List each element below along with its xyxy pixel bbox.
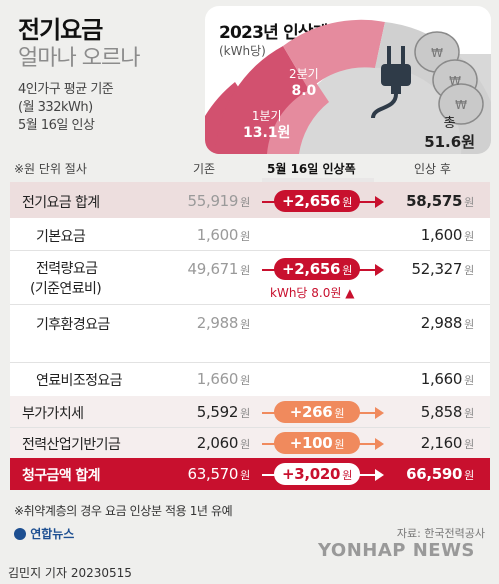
before-climate: 2,988 원 <box>196 314 251 332</box>
q2-value: 8.0 <box>291 83 317 99</box>
total-value: 51.6원 <box>424 133 475 151</box>
plan-donut-chart: ₩ ₩ ₩ <box>205 19 491 154</box>
svg-text:₩: ₩ <box>449 74 461 88</box>
row-label-energy: 전력량요금 <box>36 261 98 277</box>
after-vat: 5,858 원 <box>420 403 475 421</box>
after-energy: 52,327 원 <box>411 260 474 278</box>
credit: 김민지 기자 20230515 <box>8 566 132 580</box>
before-basic: 1,600 원 <box>196 226 251 244</box>
q1-value: 13.1원 <box>243 125 291 141</box>
plug-icon <box>371 46 411 119</box>
before-fund: 2,060 원 <box>196 434 251 452</box>
condition-date: 5월 16일 인상 <box>18 118 95 133</box>
yonhap-logo: 연합뉴스 <box>14 525 74 542</box>
coins-icon <box>414 31 484 125</box>
condition-usage: (월 332kWh) <box>18 100 93 115</box>
col-after-header: 인상 후 <box>414 162 451 176</box>
q2-label: 2분기 <box>289 67 319 81</box>
after-bill: 66,590 원 <box>406 465 474 483</box>
plan-unit: (kWh당) <box>219 44 266 58</box>
col-increase-header: 5월 16일 인상폭 <box>267 162 356 176</box>
svg-text:₩: ₩ <box>455 98 467 112</box>
total-group: 총 51.6원 <box>424 112 475 152</box>
after-fund: 2,160 원 <box>420 434 475 452</box>
row-label-bill: 청구금액 합계 <box>22 468 101 484</box>
before-vat: 5,592 원 <box>196 403 251 421</box>
row-bg-total <box>10 182 490 218</box>
after-fuel: 1,660 원 <box>420 370 475 388</box>
after-climate: 2,988 원 <box>420 314 475 332</box>
row-label-fuel: 연료비조정요금 <box>36 373 123 389</box>
q1-label-group: 1분기 13.1원 <box>243 108 290 142</box>
before-fuel: 1,660 원 <box>196 370 251 388</box>
q2-label-group: 2분기 8.0 <box>289 66 319 100</box>
row-label-basic: 기본요금 <box>36 229 86 245</box>
increase-total-pill: +2,656 원 <box>274 190 360 212</box>
increase-fund-pill: +100 원 <box>274 432 360 454</box>
row-label-energy-sub: (기준연료비) <box>30 281 102 297</box>
after-total: 58,575 원 <box>406 192 474 210</box>
watermark: YONHAP NEWS <box>318 540 475 561</box>
source: 자료: 한국전력공사 <box>396 527 485 540</box>
increase-energy-pill: +2,656 원 <box>274 258 360 280</box>
row-label-climate: 기후환경요금 <box>36 317 110 333</box>
row-label-total: 전기요금 합계 <box>22 195 100 211</box>
row-bg-bill <box>10 458 490 490</box>
footnote: ※취약계층의 경우 요금 인상분 적용 1년 유예 <box>14 504 233 518</box>
svg-text:₩: ₩ <box>431 46 443 60</box>
row-label-fund: 전력산업기반기금 <box>22 437 121 453</box>
logo-circle-icon <box>14 528 26 540</box>
unit-note: ※원 단위 절사 <box>14 162 87 176</box>
total-label: 총 <box>443 116 456 131</box>
increase-vat-pill: +266 원 <box>274 401 360 423</box>
before-energy: 49,671 원 <box>187 260 250 278</box>
up-arrow-icon: ▲ <box>345 286 355 300</box>
after-basic: 1,600 원 <box>420 226 475 244</box>
col-before-header: 기존 <box>193 162 216 176</box>
increase-bill-pill: +3,020 원 <box>274 463 360 485</box>
row-bg-details <box>10 218 490 396</box>
q1-label: 1분기 <box>251 109 282 123</box>
row-label-vat: 부가가치세 <box>22 406 84 422</box>
before-total: 55,919 원 <box>187 192 250 210</box>
increase-plan-panel: 2023년 인상계획 (kWh당) ₩ ₩ ₩ 2분기 8.0 1분기 <box>205 6 491 154</box>
page-title: 전기요금 <box>18 16 103 44</box>
before-bill: 63,570 원 <box>187 465 250 483</box>
condition-household: 4인가구 평균 기준 <box>18 82 114 97</box>
page-subtitle: 얼마나 오르나 <box>18 46 140 71</box>
energy-unit-note: kWh당 8.0원 ▲ <box>270 286 355 300</box>
